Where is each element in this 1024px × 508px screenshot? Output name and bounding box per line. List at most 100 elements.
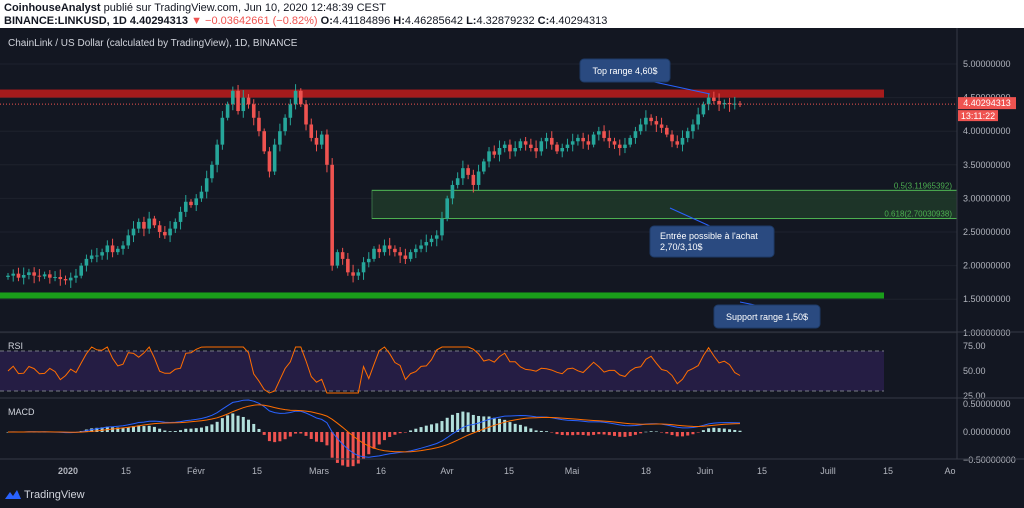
rsi-band (0, 351, 884, 391)
support-band[interactable] (0, 292, 884, 299)
candle-body (225, 104, 230, 118)
candle-body (565, 144, 570, 148)
buy-zone-callout[interactable] (649, 225, 775, 258)
candle-body (330, 164, 334, 266)
candle-body (529, 144, 533, 148)
time-axis[interactable]: 2020 15 Févr 15 Mars 16 Avr 15 Mai 18 Juin 15 Juill 1… (58, 466, 956, 476)
candle-body (319, 134, 324, 145)
candle-body (283, 117, 287, 132)
fib-zone[interactable] (371, 189, 958, 220)
candle-body (37, 275, 42, 277)
macd-hist-bar (613, 432, 617, 436)
macd-hist-bar (623, 432, 627, 437)
high-value: 4.46285642 (404, 15, 463, 27)
candle-body (712, 97, 716, 101)
candle-body (121, 245, 125, 249)
macd-hist-bar (393, 432, 397, 435)
macd-hist-bar (602, 432, 606, 435)
macd-hist-bar (194, 428, 198, 432)
macd-hist-bar (586, 432, 590, 436)
macd-hist-bar (477, 415, 481, 432)
macd-hist-bar (707, 428, 711, 432)
macd-hist-bar (701, 430, 705, 432)
candle-body (471, 174, 476, 185)
time-tick-label: 15 (121, 466, 131, 476)
price-chart[interactable]: ChainLink / US Dollar (calculated by Tra… (0, 28, 1024, 484)
candle-body (597, 131, 601, 135)
candle-body (163, 232, 167, 236)
candle-body (387, 245, 392, 249)
macd-hist-bar (435, 423, 439, 432)
macd-hist-bar (482, 416, 486, 432)
macd-hist-bar (372, 432, 376, 449)
candle-body (178, 211, 183, 222)
macd-hist-bar (367, 432, 371, 455)
time-tick-label: Ao (944, 466, 955, 476)
candle-body (173, 221, 178, 229)
candle-body (706, 97, 711, 105)
open-value: 4.41184896 (332, 15, 391, 27)
macd-hist-bar (409, 430, 413, 432)
macd-hist-bar (691, 432, 695, 435)
candle-body (487, 151, 491, 162)
candle-body (476, 171, 481, 185)
macd-hist-bar (90, 428, 94, 432)
low-value: 4.32879232 (476, 15, 535, 27)
candle-body (445, 198, 449, 219)
macd-hist-bar (382, 432, 386, 441)
macd-hist-bar (111, 427, 115, 432)
candle-body (544, 137, 549, 142)
macd-hist-bar (147, 425, 151, 432)
fib-label-0-618: 0.618(2.70030938) (884, 210, 952, 219)
candle-body (58, 277, 63, 280)
last-price-tag (958, 97, 1016, 110)
macd-hist-bar (299, 432, 303, 434)
time-tick-label: Avr (440, 466, 453, 476)
candle-body (518, 141, 523, 148)
publish-line: CoinhouseAnalyst publié sur TradingView.… (4, 2, 386, 14)
candle-body (142, 221, 146, 229)
candle-body (246, 97, 251, 105)
candle-body (623, 144, 627, 148)
candle-body (110, 245, 115, 253)
macd-hist-bar (252, 423, 256, 432)
top-range-callout[interactable] (579, 58, 671, 83)
time-tick-label: Juill (820, 466, 836, 476)
macd-hist-bar (440, 421, 444, 432)
candle-body (32, 272, 36, 276)
macd-hist-bar (592, 432, 596, 435)
candle-body (372, 248, 376, 259)
macd-hist-bar (670, 432, 674, 436)
candle-body (147, 218, 151, 229)
price-tick-label: 2.50000000 (963, 227, 1011, 237)
rsi-title: RSI (8, 341, 23, 351)
candle-body (299, 90, 303, 105)
countdown-tag (958, 110, 998, 122)
macd-hist-bar (665, 432, 669, 434)
macd-hist-bar (220, 418, 224, 432)
support-callout[interactable] (713, 304, 821, 329)
buy-zone-range: 2,70/3,10$ (660, 242, 703, 252)
candle-body (607, 137, 612, 142)
macd-hist-bar (571, 432, 575, 436)
candle-body (560, 148, 565, 152)
macd-hist-bar (257, 428, 261, 432)
candle-body (79, 265, 83, 276)
buy-zone-pointer (669, 207, 713, 228)
candle-body (591, 134, 596, 145)
macd-hist-bar (356, 432, 360, 464)
macd-hist-bar (696, 432, 700, 433)
macd-hist-bar (205, 426, 209, 432)
price-tick-label: 1.50000000 (963, 294, 1011, 304)
candle-body (502, 144, 507, 148)
candle-body (717, 100, 721, 105)
candle-body (549, 137, 554, 145)
author-name: CoinhouseAnalyst (4, 2, 101, 14)
macd-hist-bar (273, 432, 277, 443)
candle-body (602, 131, 606, 138)
candle-body (492, 151, 497, 155)
macd-hist-bar (320, 432, 324, 443)
symbol-label: BINANCE:LINKUSD, 1D (4, 15, 127, 27)
candle-body (251, 104, 256, 118)
resistance-band[interactable] (0, 89, 884, 98)
